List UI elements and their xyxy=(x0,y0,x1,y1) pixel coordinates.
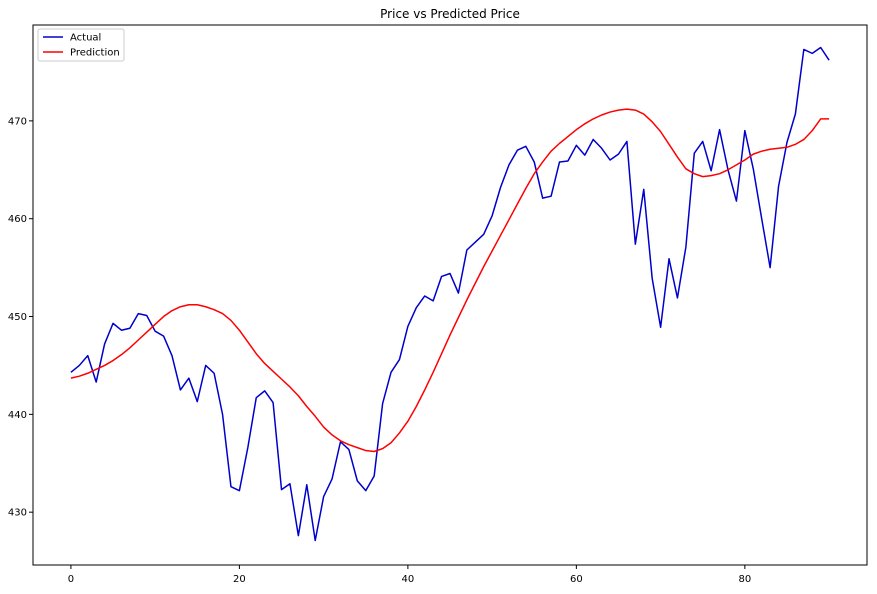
y-tick-label: 450 xyxy=(8,312,27,323)
plot-area xyxy=(70,46,830,542)
x-tick-label: 0 xyxy=(68,574,74,585)
legend: Actual Prediction xyxy=(37,28,125,62)
x-axis: 0 20 40 60 80 xyxy=(68,565,751,585)
axes-frame xyxy=(32,24,868,566)
chart-title: Price vs Predicted Price xyxy=(380,7,520,21)
x-tick-label: 80 xyxy=(738,574,751,585)
legend-label-actual: Actual xyxy=(70,33,101,44)
x-tick-label: 60 xyxy=(570,574,583,585)
series-line-prediction xyxy=(70,108,830,453)
y-axis: 430 440 450 460 470 xyxy=(8,116,33,519)
y-tick-label: 430 xyxy=(8,508,27,519)
x-tick-label: 20 xyxy=(233,574,246,585)
y-tick-label: 470 xyxy=(8,116,27,127)
y-tick-label: 460 xyxy=(8,214,27,225)
y-tick-label: 440 xyxy=(8,410,27,421)
series-line-actual xyxy=(70,46,830,542)
x-tick-label: 40 xyxy=(402,574,415,585)
legend-label-prediction: Prediction xyxy=(70,48,120,59)
